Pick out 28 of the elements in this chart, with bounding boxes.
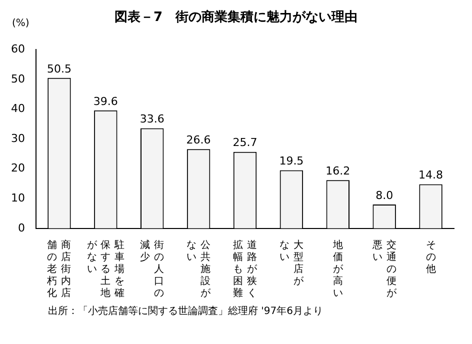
x-tick-label: 地価が高い [332,240,344,300]
y-tick-label: 30 [10,132,25,145]
x-tick-label: その他 [424,240,437,277]
data-label: 26.6 [186,133,211,146]
data-label: 19.5 [279,154,304,168]
data-label: 33.6 [140,112,164,126]
y-tick-label: 60 [10,42,25,56]
text: 出所：「小売店舗等に関する世論調査」総理府 '97年6月より [48,304,324,318]
data-label: 16.2 [326,164,350,178]
category-label: 商店街内店舗の老朽化 [47,240,72,299]
data-label: 8.0 [376,188,394,202]
data-label: 25.7 [232,136,258,150]
category-label: 大型店がない [279,240,304,287]
data-label: 39.6 [93,94,118,108]
y-tick-label: 40 [10,102,25,116]
category-label: 公共施設がない [186,240,211,299]
category-label: 駐車場を確保する土地がない [87,240,124,299]
data-label: 14.8 [418,168,444,182]
category-label: 交通の便が悪い [372,240,396,299]
y-tick-label: 0 [18,221,25,234]
category-label: 道路が狭く拡幅も困難 [232,240,257,299]
y-tick-label: 20 [10,162,25,175]
data-label: 50.5 [46,62,72,76]
category-label: 街の人口の減少 [140,240,164,299]
y-tick-label: 50 [10,72,25,86]
chart-title: 図表－7 街の商業集積に魅力がない理由 [114,10,358,25]
y-axis-title: (%) [12,18,30,29]
y-tick-label: 10 [10,191,25,204]
